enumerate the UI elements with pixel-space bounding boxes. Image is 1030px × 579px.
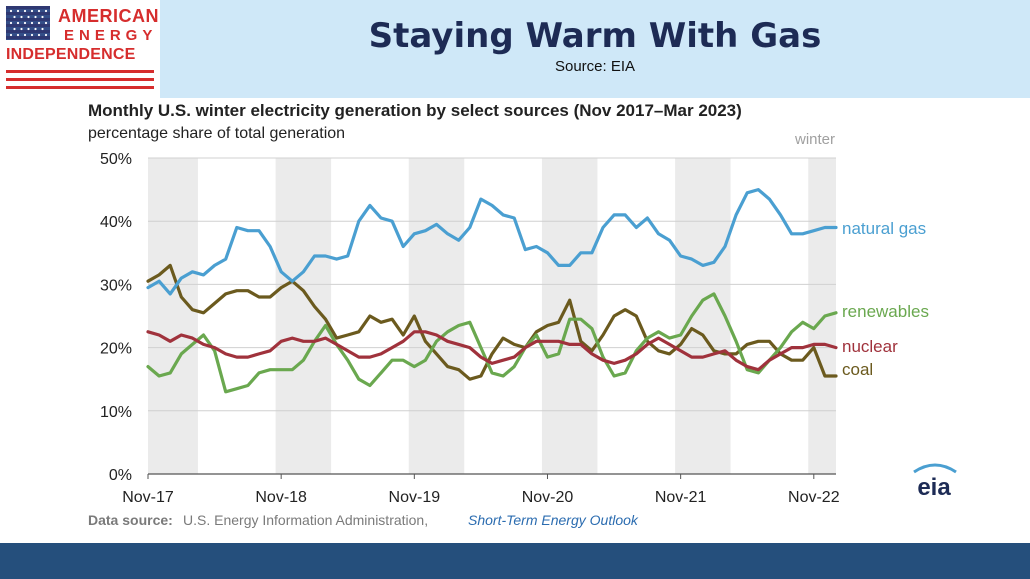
x-tick-label: Nov-20 bbox=[522, 489, 574, 506]
series-label-coal: coal bbox=[842, 360, 873, 379]
gridlines bbox=[148, 157, 836, 475]
eia-logo-text: eia bbox=[917, 474, 951, 501]
footer-bar bbox=[0, 543, 1030, 579]
logo-line-3: INDEPENDENCE bbox=[6, 46, 136, 63]
y-tick-label: 40% bbox=[100, 214, 132, 231]
x-tick-label: Nov-21 bbox=[655, 489, 707, 506]
american-energy-independence-logo: AMERICAN ENERGY INDEPENDENCE bbox=[6, 6, 159, 94]
x-tick-label: Nov-19 bbox=[389, 489, 441, 506]
chart-title: Monthly U.S. winter electricity generati… bbox=[88, 101, 742, 120]
series-line-nuclear bbox=[146, 330, 838, 372]
logo-stripe bbox=[6, 70, 154, 73]
x-tick-label: Nov-17 bbox=[122, 489, 174, 506]
x-tick-label: Nov-18 bbox=[255, 489, 307, 506]
axis-ticks: 0% 10% 20% 30% 40% 50% Nov-17 Nov-18 Nov-19 Nov-2… bbox=[100, 151, 840, 506]
winter-band bbox=[675, 158, 731, 474]
winter-shading bbox=[148, 158, 836, 474]
logo-stripe bbox=[6, 86, 154, 89]
source-label: Source: EIA bbox=[554, 58, 636, 75]
series-line-natural-gas bbox=[146, 188, 838, 296]
winter-band bbox=[541, 158, 598, 474]
logo-line-2: ENERGY bbox=[64, 27, 158, 44]
page-title: Staying Warm With Gas bbox=[368, 16, 822, 56]
eia-logo-arc bbox=[913, 463, 957, 474]
footnote-prefix: Data source: bbox=[88, 512, 173, 528]
chart-subtitle: percentage share of total generation bbox=[88, 125, 345, 142]
series-lines bbox=[146, 188, 838, 394]
winter-legend-label: winter bbox=[794, 131, 835, 148]
title-banner: Staying Warm With Gas Source: EIA bbox=[160, 0, 1030, 98]
y-tick-label: 0% bbox=[109, 467, 132, 484]
series-line-renewables bbox=[146, 292, 838, 394]
footnote-text: U.S. Energy Information Administration, bbox=[183, 512, 428, 528]
y-tick-label: 50% bbox=[100, 151, 132, 168]
series-label-natural-gas: natural gas bbox=[842, 219, 926, 238]
y-tick-label: 10% bbox=[100, 404, 132, 421]
series-labels: natural gas renewables nuclear coal bbox=[842, 219, 929, 379]
eia-logo: eia bbox=[913, 463, 957, 501]
logo-stripe bbox=[6, 78, 154, 81]
series-label-renewables: renewables bbox=[842, 302, 929, 321]
y-tick-label: 20% bbox=[100, 341, 132, 358]
series-label-nuclear: nuclear bbox=[842, 337, 898, 356]
winter-band bbox=[148, 158, 198, 474]
y-tick-label: 30% bbox=[100, 277, 132, 294]
x-tick-label: Nov-22 bbox=[788, 489, 840, 506]
winter-band bbox=[408, 158, 465, 474]
footnote-publication: Short-Term Energy Outlook bbox=[468, 512, 639, 528]
us-flag-icon bbox=[6, 6, 50, 40]
winter-band bbox=[808, 158, 836, 474]
chart: natural gas renewables nuclear coal 0% 10% 20… bbox=[88, 101, 957, 528]
logo-line-1: AMERICAN bbox=[58, 6, 159, 26]
